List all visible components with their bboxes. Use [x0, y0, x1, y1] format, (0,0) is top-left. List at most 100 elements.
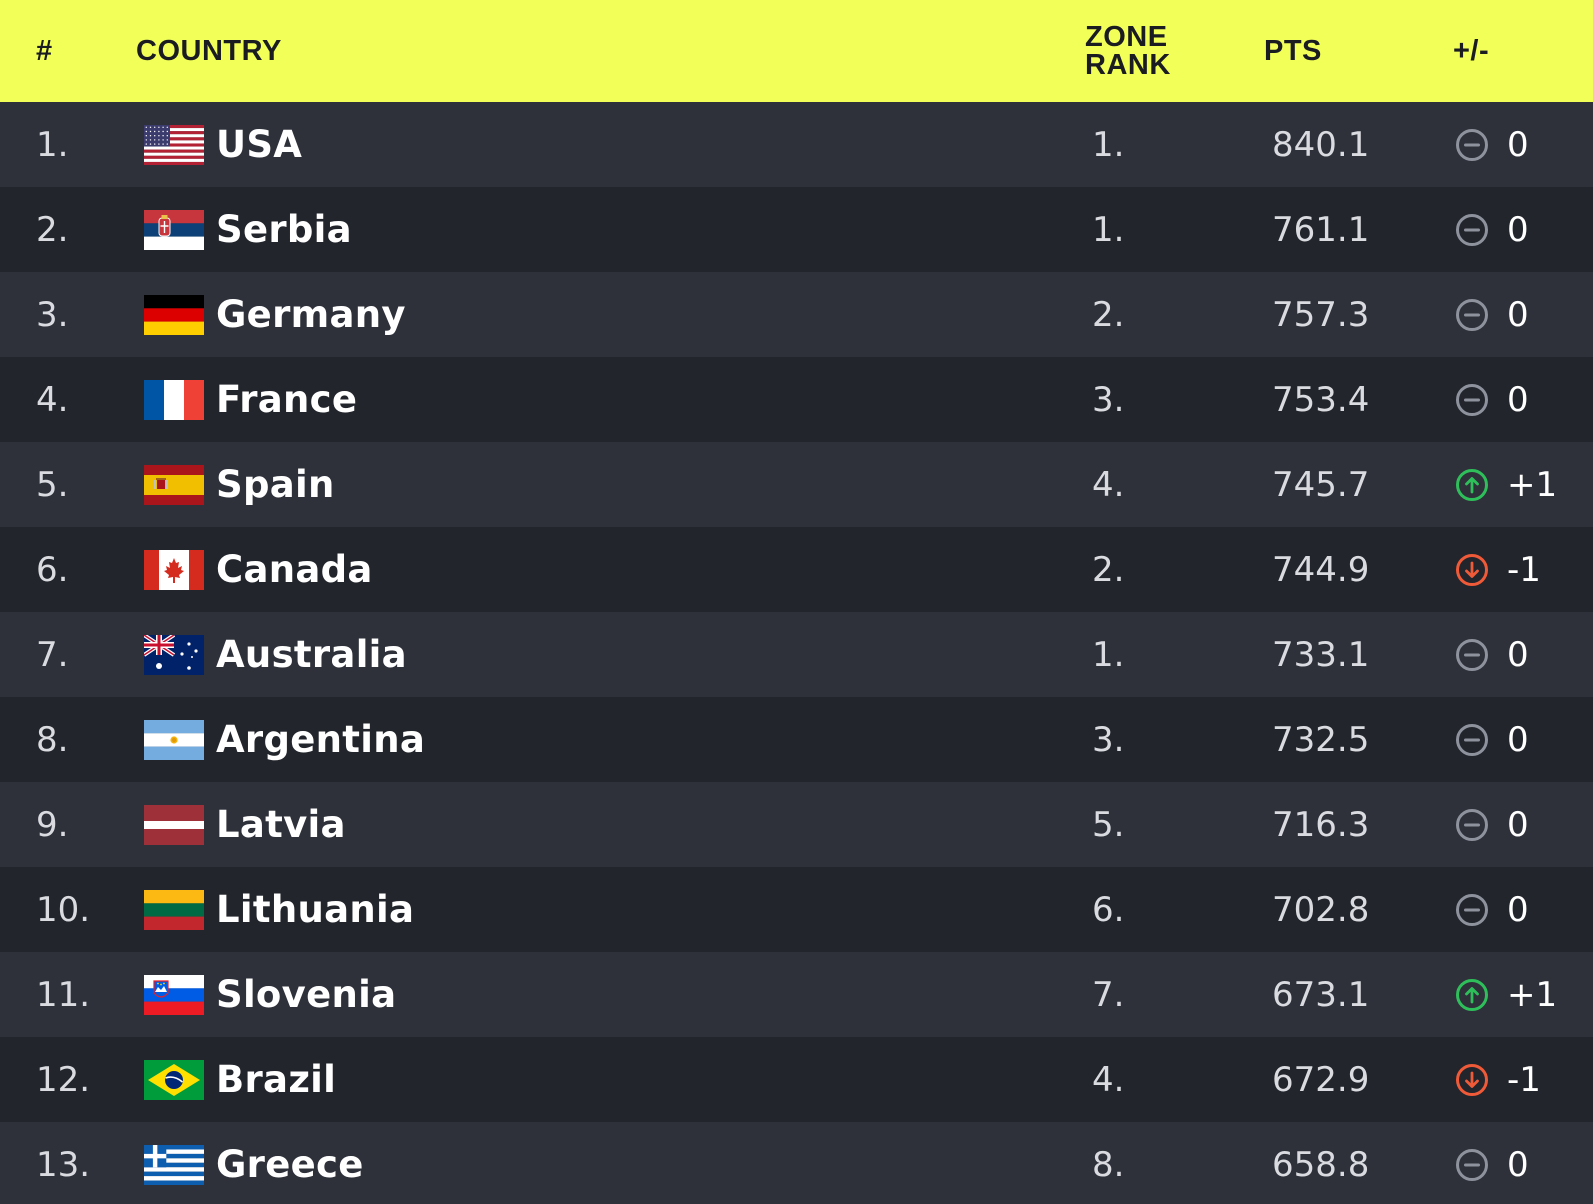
- trend-down-icon: [1456, 1063, 1488, 1096]
- rank-cell: 11.: [36, 974, 91, 1015]
- trend-badge: [1455, 697, 1489, 782]
- table-row[interactable]: 4. France 3. 753.4 0: [0, 357, 1593, 442]
- flag-cell: [144, 782, 204, 867]
- zone-rank-cell: 5.: [1092, 804, 1125, 845]
- points-cell: 733.1: [1272, 634, 1370, 675]
- country-name[interactable]: Serbia: [216, 208, 352, 251]
- flag-cell: [144, 697, 204, 782]
- rank-cell: 13.: [36, 1144, 91, 1185]
- trend-down-icon: [1456, 553, 1488, 586]
- header-rank[interactable]: #: [36, 35, 53, 67]
- trend-neutral-icon: [1456, 638, 1488, 671]
- zone-rank-cell: 4.: [1092, 464, 1125, 505]
- table-row[interactable]: 11. Slovenia 7. 673.1 +1: [0, 952, 1593, 1037]
- table-row[interactable]: 9. Latvia 5. 716.3 0: [0, 782, 1593, 867]
- flag-cell: [144, 357, 204, 442]
- trend-badge: [1455, 272, 1489, 357]
- diff-cell: -1: [1507, 1059, 1541, 1100]
- points-cell: 744.9: [1272, 549, 1370, 590]
- country-name[interactable]: France: [216, 378, 358, 421]
- trend-badge: [1455, 612, 1489, 697]
- table-row[interactable]: 8. Argentina 3. 732.5 0: [0, 697, 1593, 782]
- table-body: 1. USA 1. 840.1 0 2. Serbia 1. 761.1 0 3…: [0, 102, 1593, 1204]
- flag-cell: [144, 442, 204, 527]
- table-row[interactable]: 12. Brazil 4. 672.9 -1: [0, 1037, 1593, 1122]
- rank-cell: 7.: [36, 634, 69, 675]
- flag-cell: [144, 102, 204, 187]
- header-pts[interactable]: PTS: [1264, 35, 1322, 67]
- diff-cell: 0: [1507, 209, 1529, 250]
- points-cell: 757.3: [1272, 294, 1370, 335]
- flag-cell: [144, 187, 204, 272]
- zone-rank-cell: 1.: [1092, 209, 1125, 250]
- table-row[interactable]: 7. Australia 1. 733.1 0: [0, 612, 1593, 697]
- country-name[interactable]: Latvia: [216, 803, 346, 846]
- germany-flag-icon: [144, 294, 204, 335]
- table-row[interactable]: 2. Serbia 1. 761.1 0: [0, 187, 1593, 272]
- rank-cell: 4.: [36, 379, 69, 420]
- argentina-flag-icon: [144, 719, 204, 760]
- points-cell: 761.1: [1272, 209, 1370, 250]
- australia-flag-icon: [144, 634, 204, 675]
- greece-flag-icon: [144, 1144, 204, 1185]
- header-country[interactable]: COUNTRY: [136, 35, 282, 67]
- country-name[interactable]: USA: [216, 123, 303, 166]
- table-row[interactable]: 6. Canada 2. 744.9 -1: [0, 527, 1593, 612]
- table-row[interactable]: 10. Lithuania 6. 702.8 0: [0, 867, 1593, 952]
- serbia-flag-icon: [144, 209, 204, 250]
- rank-cell: 9.: [36, 804, 69, 845]
- table-row[interactable]: 3. Germany 2. 757.3 0: [0, 272, 1593, 357]
- points-cell: 840.1: [1272, 124, 1370, 165]
- spain-flag-icon: [144, 464, 204, 505]
- rank-cell: 3.: [36, 294, 69, 335]
- trend-neutral-icon: [1456, 808, 1488, 841]
- table-row[interactable]: 13. Greece 8. 658.8 0: [0, 1122, 1593, 1204]
- flag-cell: [144, 867, 204, 952]
- trend-up-icon: [1456, 978, 1488, 1011]
- rank-cell: 6.: [36, 549, 69, 590]
- country-name[interactable]: Lithuania: [216, 888, 415, 931]
- trend-badge: [1455, 357, 1489, 442]
- brazil-flag-icon: [144, 1059, 204, 1100]
- trend-badge: [1455, 187, 1489, 272]
- country-name[interactable]: Argentina: [216, 718, 426, 761]
- diff-cell: -1: [1507, 549, 1541, 590]
- country-name[interactable]: Canada: [216, 548, 373, 591]
- points-cell: 732.5: [1272, 719, 1370, 760]
- flag-cell: [144, 952, 204, 1037]
- trend-badge: [1455, 442, 1489, 527]
- latvia-flag-icon: [144, 804, 204, 845]
- canada-flag-icon: [144, 549, 204, 590]
- trend-badge: [1455, 1122, 1489, 1204]
- flag-cell: [144, 272, 204, 357]
- france-flag-icon: [144, 379, 204, 420]
- trend-neutral-icon: [1456, 383, 1488, 416]
- zone-rank-cell: 3.: [1092, 719, 1125, 760]
- country-name[interactable]: Germany: [216, 293, 406, 336]
- trend-neutral-icon: [1456, 1148, 1488, 1181]
- country-name[interactable]: Spain: [216, 463, 335, 506]
- zone-rank-cell: 2.: [1092, 294, 1125, 335]
- trend-badge: [1455, 102, 1489, 187]
- diff-cell: 0: [1507, 379, 1529, 420]
- rank-cell: 8.: [36, 719, 69, 760]
- points-cell: 673.1: [1272, 974, 1370, 1015]
- rank-cell: 5.: [36, 464, 69, 505]
- flag-cell: [144, 527, 204, 612]
- zone-rank-cell: 8.: [1092, 1144, 1125, 1185]
- trend-neutral-icon: [1456, 213, 1488, 246]
- header-zone-rank-line1: ZONE: [1085, 21, 1168, 53]
- header-diff[interactable]: +/-: [1453, 35, 1490, 67]
- header-zone-rank[interactable]: ZONE RANK: [1085, 0, 1171, 102]
- diff-cell: 0: [1507, 634, 1529, 675]
- country-name[interactable]: Greece: [216, 1143, 364, 1186]
- country-name[interactable]: Brazil: [216, 1058, 337, 1101]
- trend-badge: [1455, 782, 1489, 867]
- country-name[interactable]: Slovenia: [216, 973, 397, 1016]
- flag-cell: [144, 1122, 204, 1204]
- table-row[interactable]: 5. Spain 4. 745.7 +1: [0, 442, 1593, 527]
- trend-badge: [1455, 867, 1489, 952]
- country-name[interactable]: Australia: [216, 633, 407, 676]
- table-row[interactable]: 1. USA 1. 840.1 0: [0, 102, 1593, 187]
